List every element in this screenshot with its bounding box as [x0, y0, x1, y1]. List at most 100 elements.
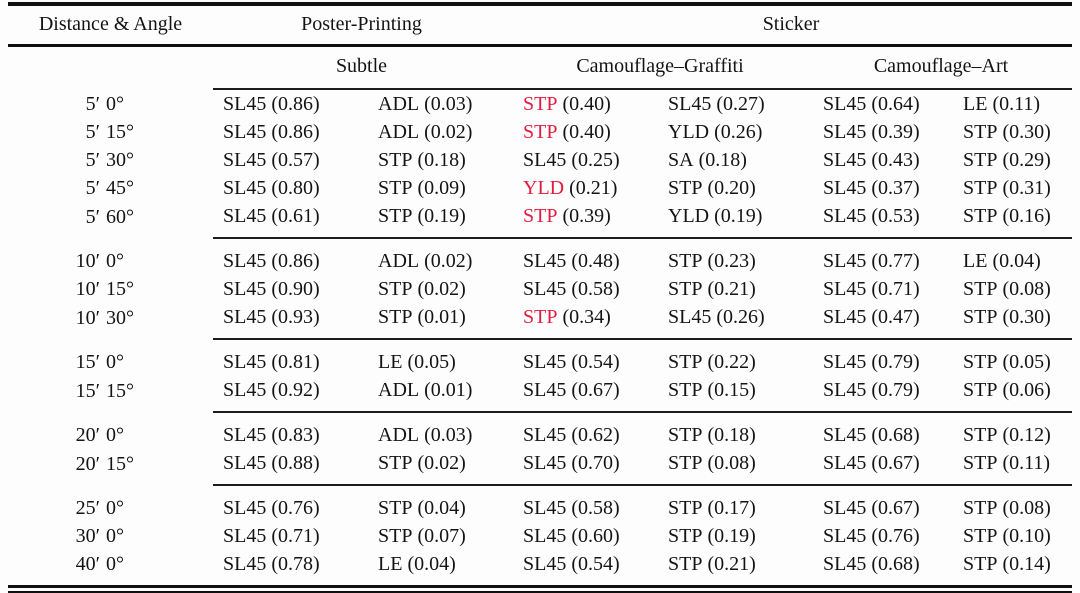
method-abbr: SL45 — [823, 278, 867, 300]
cell-art-2: STP (0.31) — [950, 174, 1072, 202]
method-abbr: STP — [668, 497, 703, 519]
method-abbr: STP — [378, 177, 413, 199]
cell-art-2: STP (0.16) — [950, 202, 1072, 238]
table-row: 10′ 0° SL45 (0.86) ADL (0.02) SL45 (0.48) ST… — [8, 237, 1073, 275]
method-abbr: SL45 — [223, 525, 267, 547]
method-abbr: SL45 — [523, 278, 567, 300]
distance-value: 5′ — [85, 121, 100, 143]
distance-value: 20′ — [75, 423, 100, 446]
method-abbr: SL45 — [523, 424, 567, 446]
method-score: (0.02) — [424, 250, 473, 272]
cell-graffiti-2: SL45 (0.27) — [655, 89, 810, 118]
distance-value: 20′ — [75, 452, 100, 475]
angle-value: 0° — [106, 249, 124, 272]
method-score: (0.62) — [571, 424, 620, 446]
cell-graffiti-2: STP (0.19) — [655, 522, 810, 550]
cell-graffiti-2: STP (0.21) — [655, 275, 810, 303]
row-label-distance-angle: 15′ 0° — [8, 339, 213, 376]
table-row: 20′ 0° SL45 (0.83) ADL (0.03) SL45 (0.62) ST… — [8, 411, 1073, 449]
distance-value: 10′ — [75, 249, 100, 272]
cell-art-1: SL45 (0.43) — [810, 146, 950, 174]
method-score: (0.81) — [271, 351, 320, 373]
cell-graffiti-1: SL45 (0.58) — [510, 484, 655, 522]
method-abbr: STP — [668, 250, 703, 272]
cell-subtle-1: SL45 (0.78) — [213, 550, 365, 587]
table-row: 5′ 45° SL45 (0.80) STP (0.09) YLD (0.21) STP… — [8, 174, 1072, 202]
method-score: (0.27) — [716, 93, 765, 115]
method-abbr: SL45 — [523, 250, 567, 272]
table-row: 5′ 0° SL45 (0.86) ADL (0.03) STP (0.40) SL45… — [8, 89, 1072, 118]
angle-value: 45° — [106, 177, 134, 199]
method-abbr: SL45 — [223, 424, 267, 446]
method-abbr: SL45 — [223, 177, 267, 199]
header-sub-camouflage-graffiti: Camouflage–Graffiti — [510, 45, 810, 90]
method-score: (0.58) — [571, 497, 620, 519]
method-score: (0.19) — [707, 525, 756, 547]
method-score: (0.15) — [707, 379, 756, 401]
method-score: (0.08) — [1002, 497, 1051, 519]
method-score: (0.26) — [714, 121, 763, 143]
method-score: (0.18) — [417, 149, 466, 171]
method-abbr: STP — [378, 149, 413, 171]
method-abbr: STP — [523, 306, 558, 328]
cell-graffiti-2: STP (0.17) — [655, 484, 810, 522]
method-score: (0.22) — [707, 351, 756, 373]
cell-graffiti-2: STP (0.23) — [655, 237, 810, 275]
cell-subtle-1: SL45 (0.81) — [213, 338, 365, 376]
distance-value: 15′ — [75, 379, 100, 402]
cell-subtle-2: STP (0.09) — [365, 174, 510, 202]
cell-art-1: SL45 (0.76) — [810, 522, 950, 550]
angle-value: 60° — [106, 205, 134, 228]
cell-graffiti-2: STP (0.18) — [655, 411, 810, 449]
method-abbr: SA — [668, 149, 694, 171]
method-abbr: SL45 — [823, 149, 867, 171]
cell-subtle-1: SL45 (0.88) — [213, 449, 365, 485]
method-score: (0.54) — [571, 351, 620, 373]
method-abbr: STP — [963, 351, 998, 373]
method-abbr: SL45 — [523, 379, 567, 401]
cell-art-2: STP (0.14) — [950, 550, 1072, 587]
cell-art-1: SL45 (0.67) — [810, 484, 950, 522]
method-abbr: SL45 — [823, 497, 867, 519]
cell-subtle-1: SL45 (0.61) — [213, 202, 365, 238]
method-score: (0.47) — [871, 306, 920, 328]
row-label-distance-angle: 5′ 45° — [8, 174, 213, 202]
cell-graffiti-2: STP (0.15) — [655, 376, 810, 412]
table-block: 25′ 0° SL45 (0.76) STP (0.04) SL45 (0.58) ST… — [8, 484, 1073, 587]
method-score: (0.02) — [424, 121, 473, 143]
method-score: (0.60) — [571, 525, 620, 547]
cell-subtle-1: SL45 (0.76) — [213, 484, 365, 522]
method-abbr: STP — [963, 424, 998, 446]
method-score: (0.57) — [271, 149, 320, 171]
cell-art-2: STP (0.08) — [950, 484, 1073, 522]
distance-value: 15′ — [75, 350, 100, 373]
method-abbr: SL45 — [823, 379, 867, 401]
method-abbr: STP — [668, 553, 703, 575]
cell-subtle-1: SL45 (0.71) — [213, 522, 365, 550]
method-abbr: YLD — [668, 205, 710, 227]
table-block: 20′ 0° SL45 (0.83) ADL (0.03) SL45 (0.62) ST… — [8, 411, 1073, 485]
method-abbr: SL45 — [823, 121, 867, 143]
method-abbr: SL45 — [523, 553, 567, 575]
cell-subtle-2: LE (0.04) — [365, 550, 510, 587]
table-header: Distance & Angle Poster-Printing Sticker… — [8, 4, 1073, 90]
cell-graffiti-1: STP (0.39) — [510, 202, 655, 238]
method-score: (0.10) — [1002, 525, 1051, 547]
method-abbr: SL45 — [223, 278, 267, 300]
method-abbr: STP — [963, 177, 998, 199]
table-row: 30′ 0° SL45 (0.71) STP (0.07) SL45 (0.60) ST… — [8, 522, 1072, 550]
cell-art-2: LE (0.04) — [950, 237, 1073, 275]
method-abbr: SL45 — [823, 306, 867, 328]
method-abbr: SL45 — [523, 149, 567, 171]
cell-art-1: SL45 (0.67) — [810, 449, 950, 485]
cell-graffiti-2: SL45 (0.26) — [655, 303, 810, 339]
cell-subtle-1: SL45 (0.83) — [213, 411, 365, 449]
table-row: 40′ 0° SL45 (0.78) LE (0.04) SL45 (0.54) STP… — [8, 550, 1072, 587]
method-score: (0.21) — [707, 553, 756, 575]
method-abbr: SL45 — [223, 149, 267, 171]
method-abbr: STP — [963, 497, 998, 519]
method-score: (0.21) — [569, 177, 618, 199]
cell-subtle-2: ADL (0.03) — [365, 89, 510, 118]
method-score: (0.67) — [871, 497, 920, 519]
method-abbr: SL45 — [223, 452, 267, 474]
